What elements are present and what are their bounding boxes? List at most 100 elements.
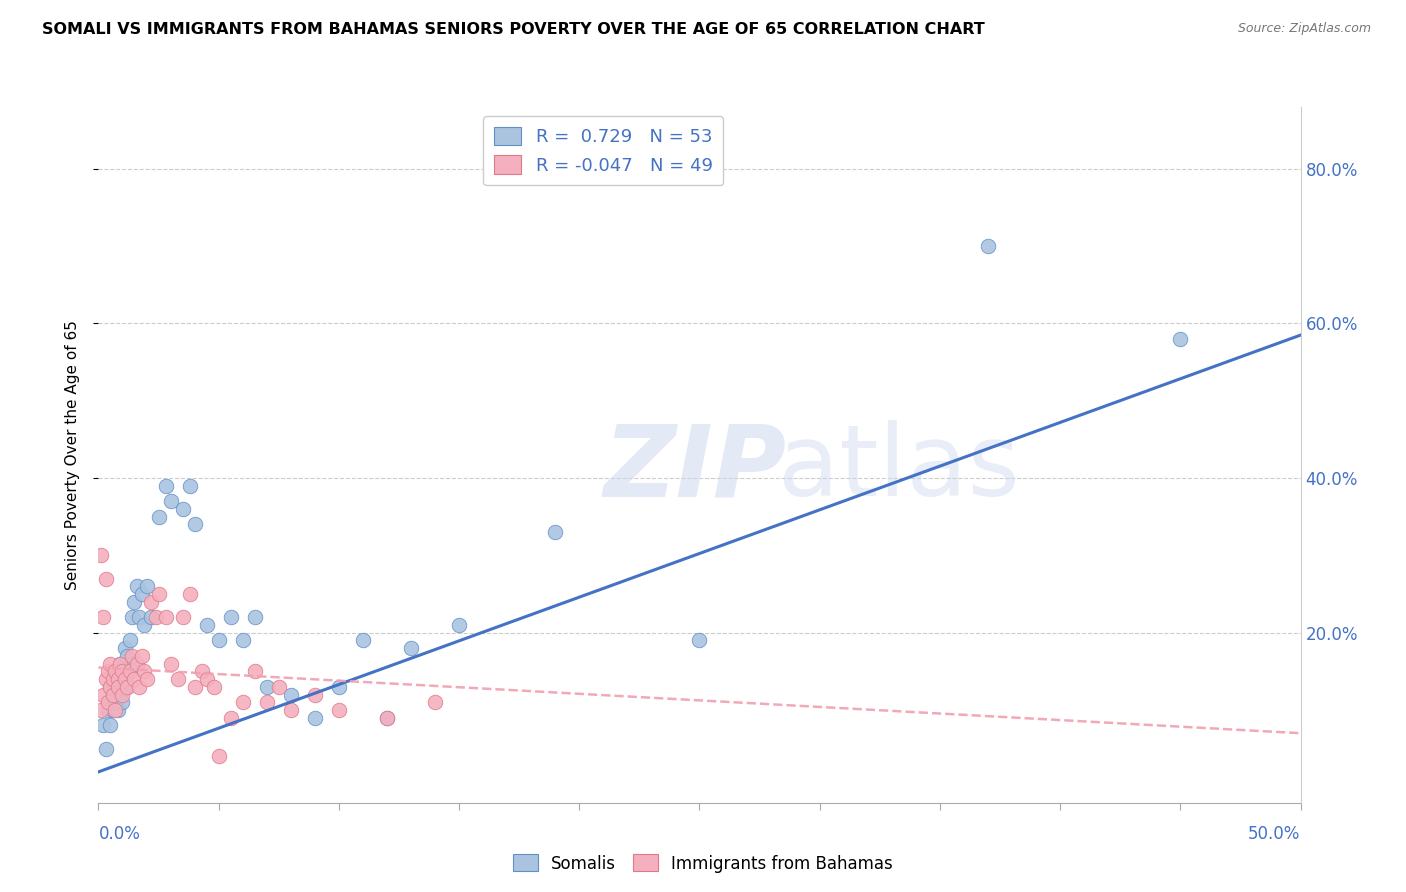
Point xyxy=(280,703,302,717)
Point xyxy=(159,657,181,671)
Point xyxy=(111,665,134,679)
Point xyxy=(208,633,231,648)
Point xyxy=(202,680,225,694)
Point xyxy=(125,657,148,671)
Point xyxy=(91,688,114,702)
Point xyxy=(121,610,143,624)
Point xyxy=(100,680,122,694)
Point xyxy=(132,618,155,632)
Point xyxy=(108,657,131,671)
Point xyxy=(121,657,143,671)
Point xyxy=(91,718,114,732)
Point xyxy=(280,688,302,702)
Point xyxy=(100,657,122,671)
Point xyxy=(124,672,146,686)
Point xyxy=(328,703,350,717)
Text: SOMALI VS IMMIGRANTS FROM BAHAMAS SENIORS POVERTY OVER THE AGE OF 65 CORRELATION: SOMALI VS IMMIGRANTS FROM BAHAMAS SENIOR… xyxy=(42,22,986,37)
Point xyxy=(114,641,136,656)
Point xyxy=(101,672,124,686)
Point xyxy=(232,695,254,709)
Legend: Somalis, Immigrants from Bahamas: Somalis, Immigrants from Bahamas xyxy=(506,847,900,880)
Point xyxy=(375,711,398,725)
Point xyxy=(148,587,170,601)
Point xyxy=(172,610,194,624)
Point xyxy=(121,648,143,663)
Point xyxy=(101,688,124,702)
Point xyxy=(689,633,711,648)
Point xyxy=(183,680,205,694)
Point xyxy=(219,610,242,624)
Point xyxy=(256,680,278,694)
Point xyxy=(219,711,242,725)
Point xyxy=(232,633,254,648)
Text: ZIP: ZIP xyxy=(603,420,786,517)
Point xyxy=(399,641,422,656)
Point xyxy=(191,665,214,679)
Point xyxy=(108,688,131,702)
Point xyxy=(107,672,129,686)
Point xyxy=(100,680,122,694)
Y-axis label: Seniors Poverty Over the Age of 65: Seniors Poverty Over the Age of 65 xyxy=(65,320,80,590)
Point xyxy=(135,672,157,686)
Point xyxy=(118,665,141,679)
Point xyxy=(97,703,120,717)
Text: 0.0%: 0.0% xyxy=(98,825,141,843)
Point xyxy=(179,587,201,601)
Text: Source: ZipAtlas.com: Source: ZipAtlas.com xyxy=(1237,22,1371,36)
Point xyxy=(97,665,120,679)
Point xyxy=(125,579,148,593)
Point xyxy=(128,680,150,694)
Text: 50.0%: 50.0% xyxy=(1249,825,1301,843)
Point xyxy=(107,703,129,717)
Point xyxy=(107,680,129,694)
Point xyxy=(94,572,117,586)
Point xyxy=(243,610,266,624)
Point xyxy=(90,549,112,563)
Point xyxy=(977,239,1000,253)
Point xyxy=(195,672,218,686)
Point xyxy=(104,695,127,709)
Point xyxy=(256,695,278,709)
Point xyxy=(304,688,326,702)
Point xyxy=(117,648,139,663)
Point xyxy=(101,688,124,702)
Point xyxy=(97,695,120,709)
Point xyxy=(94,672,117,686)
Point xyxy=(104,703,127,717)
Point xyxy=(101,703,124,717)
Point xyxy=(423,695,446,709)
Point xyxy=(94,741,117,756)
Point xyxy=(104,672,127,686)
Point xyxy=(447,618,470,632)
Point xyxy=(131,587,153,601)
Point xyxy=(155,610,177,624)
Point xyxy=(91,610,114,624)
Point xyxy=(132,665,155,679)
Point xyxy=(159,494,181,508)
Point xyxy=(124,595,146,609)
Point xyxy=(107,680,129,694)
Point xyxy=(128,610,150,624)
Point xyxy=(375,711,398,725)
Point xyxy=(104,665,127,679)
Point xyxy=(111,695,134,709)
Point xyxy=(166,672,188,686)
Point xyxy=(111,688,134,702)
Point xyxy=(243,665,266,679)
Point xyxy=(208,749,231,764)
Point xyxy=(352,633,374,648)
Point xyxy=(114,672,136,686)
Point xyxy=(148,509,170,524)
Point xyxy=(114,672,136,686)
Point xyxy=(179,479,201,493)
Point xyxy=(183,517,205,532)
Point xyxy=(172,502,194,516)
Legend: R =  0.729   N = 53, R = -0.047   N = 49: R = 0.729 N = 53, R = -0.047 N = 49 xyxy=(484,116,724,186)
Point xyxy=(117,680,139,694)
Point xyxy=(195,618,218,632)
Point xyxy=(155,479,177,493)
Point xyxy=(267,680,290,694)
Point xyxy=(135,579,157,593)
Point xyxy=(90,703,112,717)
Point xyxy=(328,680,350,694)
